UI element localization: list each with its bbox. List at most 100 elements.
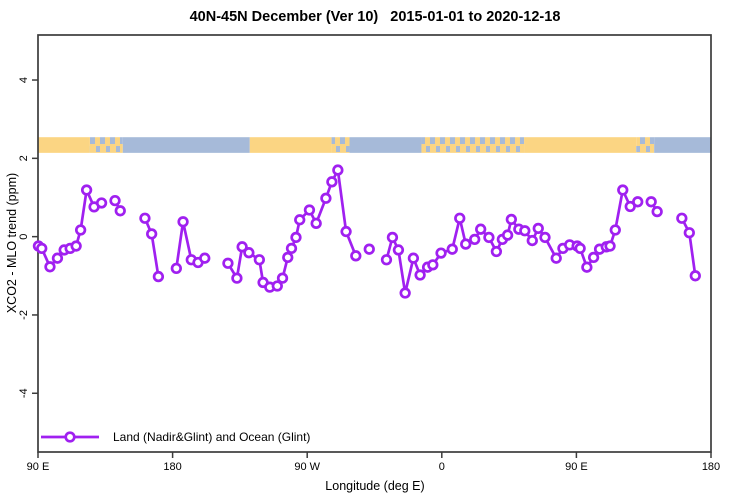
data-point	[170, 262, 182, 275]
data-point	[392, 244, 405, 256]
data-point	[454, 212, 466, 224]
data-point	[80, 184, 93, 196]
x-tick-label: 180	[163, 461, 181, 473]
legend: Land (Nadir&Glint) and Ocean (Glint)	[41, 430, 310, 444]
data-point	[282, 251, 294, 264]
y-tick-label: 2	[18, 155, 30, 161]
data-point	[581, 261, 593, 273]
band-segment-ocean	[654, 137, 711, 153]
legend-marker-icon	[64, 431, 76, 443]
data-point	[624, 200, 636, 213]
data-point	[276, 272, 289, 284]
data-point	[294, 214, 306, 226]
data-point	[501, 229, 514, 241]
data-point	[243, 247, 255, 259]
data-point	[427, 259, 439, 271]
band-segment-coast	[636, 137, 655, 153]
data-point	[114, 205, 126, 217]
data-point	[460, 238, 472, 250]
plot-dynamic-layer: 90 E 180 90 W 0 90 E 180 -4 -2 0 2 4	[18, 34, 720, 473]
data-point	[676, 212, 688, 224]
band-segment-ocean	[349, 137, 422, 153]
data-point	[446, 243, 458, 255]
data-point	[74, 224, 87, 236]
band-segment-land	[524, 137, 637, 153]
data-point	[604, 240, 616, 252]
data-point	[645, 196, 657, 208]
data-point	[350, 250, 362, 262]
data-point	[253, 254, 265, 266]
data-point	[340, 225, 352, 238]
data-point	[363, 243, 375, 255]
data-point	[199, 252, 211, 264]
data-point	[271, 280, 283, 292]
data-point	[617, 184, 629, 196]
y-axis-label: XCO2 - MLO trend (ppm)	[5, 172, 19, 314]
data-point	[51, 252, 64, 264]
data-point	[95, 197, 108, 209]
band-segment-coast	[89, 137, 123, 153]
band-segment-land	[249, 137, 332, 153]
data-point	[152, 270, 165, 283]
series-line-segment	[143, 217, 160, 277]
data-point	[475, 223, 487, 235]
x-tick-label: 90 E	[27, 461, 50, 473]
data-point	[399, 287, 411, 299]
data-point	[320, 192, 332, 204]
data-point	[469, 233, 481, 246]
data-point	[70, 240, 82, 252]
data-point	[386, 231, 399, 244]
x-tick-label: 0	[439, 461, 445, 473]
data-point	[435, 247, 447, 259]
data-point	[505, 213, 517, 226]
data-point	[526, 234, 538, 247]
data-point	[632, 196, 644, 208]
data-point	[310, 217, 322, 229]
data-point	[414, 269, 426, 281]
band-segment-land	[38, 137, 90, 153]
data-point	[407, 252, 420, 264]
data-point	[609, 224, 621, 236]
series-line-segment	[37, 188, 103, 269]
data-point	[689, 270, 701, 282]
data-point	[380, 254, 393, 266]
data-point	[574, 242, 586, 255]
data-point	[290, 231, 302, 244]
data-point	[490, 245, 503, 258]
data-point	[550, 252, 562, 264]
data-point	[532, 222, 544, 235]
data-point	[651, 205, 663, 218]
data-point	[177, 216, 189, 228]
x-tick-label: 90 W	[294, 461, 320, 473]
data-point	[332, 164, 344, 176]
data-point	[231, 272, 243, 284]
data-point	[519, 225, 531, 237]
data-point	[683, 227, 695, 239]
y-tick-label: -4	[18, 388, 30, 398]
data-point	[222, 257, 234, 269]
x-axis-label: Longitude (deg E)	[325, 479, 425, 493]
band-segment-coast	[421, 137, 525, 153]
data-point	[587, 251, 600, 264]
legend-label: Land (Nadir&Glint) and Ocean (Glint)	[113, 430, 310, 444]
chart-title: 40N-45N December (Ver 10) 2015-01-01 to …	[189, 9, 561, 25]
y-tick-label: 0	[18, 234, 30, 240]
data-point	[146, 228, 158, 240]
x-tick-label: 90 E	[565, 461, 588, 473]
data-point	[36, 242, 48, 255]
data-point	[236, 241, 248, 253]
data-point	[44, 261, 56, 273]
data-point	[539, 231, 551, 244]
data-point	[483, 231, 495, 244]
data-point	[285, 242, 298, 255]
band-segment-ocean	[122, 137, 250, 153]
y-tick-label: 4	[18, 77, 30, 83]
series-line-segment	[226, 168, 358, 289]
data-point	[303, 204, 316, 216]
data-point	[109, 194, 121, 207]
y-tick-label: -2	[18, 310, 30, 320]
series-line-segment	[680, 217, 697, 276]
data-point	[139, 212, 151, 224]
